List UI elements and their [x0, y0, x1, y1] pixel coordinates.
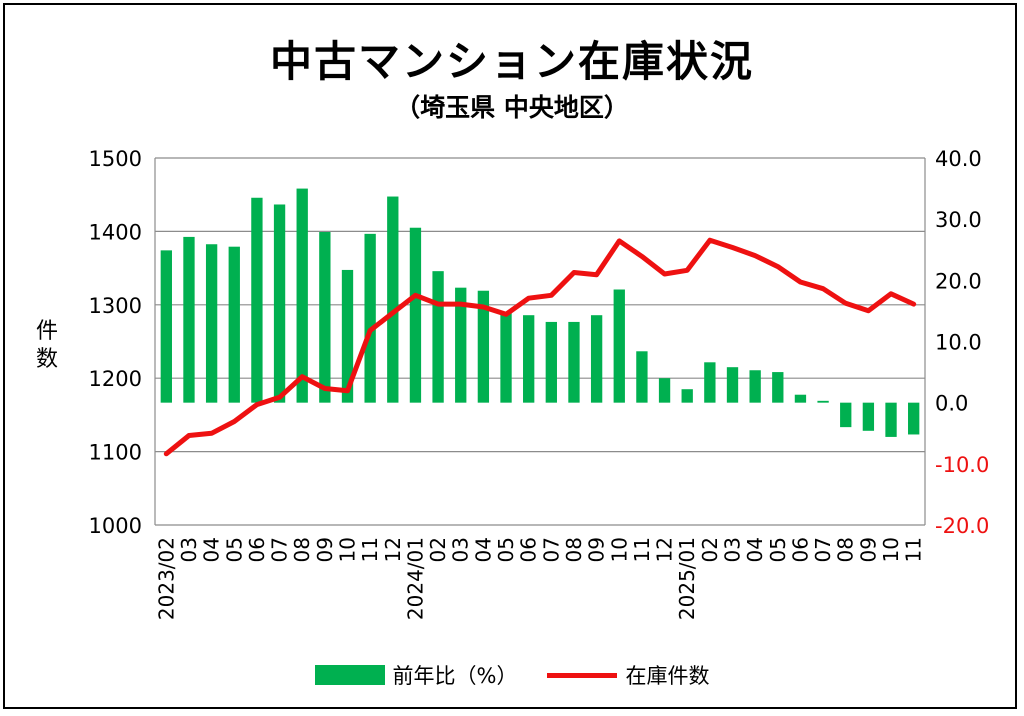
bar — [273, 204, 286, 403]
chart-title: 中古マンション在庫状況 — [269, 37, 754, 86]
x-tick-label: 09 — [585, 537, 609, 562]
left-tick-label: 1500 — [89, 147, 142, 171]
bar — [251, 197, 263, 403]
x-tick-label: 12 — [381, 537, 405, 562]
right-tick-label: 30.0 — [935, 208, 982, 232]
bar — [794, 394, 807, 403]
x-tick-label: 09 — [313, 537, 337, 562]
bar — [432, 271, 444, 403]
bar — [160, 250, 172, 403]
x-tick-label: 2024/01 — [403, 537, 427, 620]
x-tick-label: 12 — [653, 537, 677, 562]
x-tick-label: 10 — [879, 537, 903, 562]
x-tick-label: 03 — [721, 537, 745, 562]
left-tick-label: 1400 — [89, 220, 142, 244]
bar — [477, 290, 490, 403]
bar — [409, 227, 422, 403]
bar — [455, 287, 467, 403]
x-tick-label: 05 — [766, 537, 790, 562]
legend-line-label: 在庫件数 — [625, 664, 710, 688]
bar — [840, 402, 852, 428]
right-tick-label: 40.0 — [935, 147, 982, 171]
bar — [749, 370, 761, 403]
bar — [387, 196, 399, 403]
x-tick-label: 05 — [222, 537, 246, 562]
bar — [228, 246, 240, 403]
x-tick-label: 07 — [539, 537, 563, 562]
grid-layer — [155, 230, 925, 453]
bar — [704, 362, 716, 403]
x-tick-label: 10 — [336, 537, 360, 562]
x-tick-label: 08 — [834, 537, 858, 562]
bar — [908, 402, 920, 435]
x-tick-label: 2025/01 — [675, 537, 699, 620]
legend: 前年比（%） 在庫件数 — [0, 660, 1024, 690]
bar — [862, 402, 875, 431]
x-tick-label: 02 — [426, 537, 450, 562]
bar — [681, 389, 693, 403]
bar — [568, 321, 580, 403]
bar — [319, 232, 331, 403]
bar — [205, 244, 218, 403]
left-tick-label: 1000 — [89, 514, 142, 538]
bar — [523, 315, 535, 403]
bar — [726, 367, 739, 403]
x-tick-label: 11 — [358, 537, 382, 562]
x-tick-label: 11 — [630, 537, 654, 562]
bar — [545, 321, 557, 403]
right-tick-label: -10.0 — [935, 453, 989, 477]
x-tick-label: 02 — [698, 537, 722, 562]
x-tick-label: 04 — [200, 537, 224, 562]
x-tick-label: 04 — [471, 537, 495, 562]
x-tick-label: 03 — [177, 537, 201, 562]
chart-subtitle: （埼玉県 中央地区） — [395, 93, 629, 122]
x-tick-label: 08 — [290, 537, 314, 562]
bar — [364, 233, 376, 403]
bar — [590, 315, 603, 403]
bar — [658, 378, 671, 403]
axis-layer: 1000 1100 1200 1300 1400 1500 -20.0 -10.0 0.0 10.… — [89, 147, 990, 620]
x-tick-label: 06 — [245, 537, 269, 562]
x-tick-label: 08 — [562, 537, 586, 562]
x-tick-label: 06 — [517, 537, 541, 562]
right-tick-label: -20.0 — [935, 514, 989, 538]
bar — [183, 236, 195, 403]
x-tick-label: 03 — [449, 537, 473, 562]
bar — [500, 311, 512, 403]
bar — [817, 400, 829, 403]
x-tick-label: 07 — [268, 537, 292, 562]
left-tick-label: 1100 — [89, 441, 142, 465]
x-tick-label: 10 — [607, 537, 631, 562]
bar — [613, 289, 625, 403]
bar — [772, 372, 784, 403]
inventory-line — [163, 237, 917, 457]
legend-item-line: 在庫件数 — [547, 660, 709, 690]
x-tick-label: 09 — [856, 537, 880, 562]
line-layer — [163, 237, 917, 457]
right-tick-label: 20.0 — [935, 269, 982, 293]
right-tick-label: 0.0 — [935, 392, 968, 416]
x-tick-label: 06 — [788, 537, 812, 562]
legend-bar-swatch — [314, 665, 385, 685]
x-tick-label: 07 — [811, 537, 835, 562]
x-tick-label: 04 — [743, 537, 767, 562]
x-tick-label: 05 — [494, 537, 518, 562]
y-axis-label: 件数 — [35, 319, 58, 372]
bar — [885, 402, 897, 437]
legend-item-bar: 前年比（%） — [314, 660, 518, 690]
bar-layer — [160, 188, 920, 437]
bar — [296, 188, 308, 403]
legend-line-swatch — [547, 672, 618, 678]
left-tick-label: 1300 — [89, 294, 142, 318]
x-tick-label: 2023/02 — [154, 537, 178, 620]
x-tick-label: 11 — [902, 537, 926, 562]
right-tick-label: 10.0 — [935, 331, 982, 355]
bar — [636, 351, 648, 403]
legend-bar-label: 前年比（%） — [392, 664, 518, 688]
left-tick-label: 1200 — [89, 367, 142, 391]
bar — [341, 269, 354, 403]
